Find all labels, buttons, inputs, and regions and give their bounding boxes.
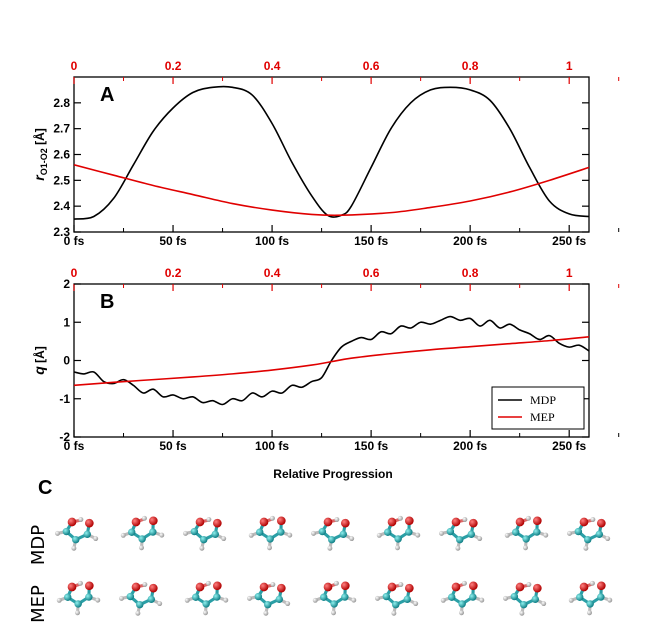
panel-c-letter: C [38,477,52,499]
y-tick-label: -1 [59,392,70,406]
bottom-tick-label: 200 fs [453,439,487,453]
mdp-structures-row [52,512,614,554]
top-tick-label: 0.6 [363,59,380,73]
top-tick-label: 0.6 [363,266,380,280]
mdp-line-panel-a [74,85,589,220]
top-tick-label: 1 [566,266,573,280]
y-tick-label: 2.6 [53,148,70,162]
mep-molecule [372,578,422,619]
mdp-molecule [564,513,614,554]
top-tick-label: 0.4 [264,59,281,73]
top-tick-label: 0.8 [462,59,479,73]
bottom-tick-label: 100 fs [255,234,289,248]
y-tick-label: -2 [59,430,70,444]
bottom-tick-label: 250 fs [552,439,586,453]
mdp-molecule [52,513,102,554]
bottom-tick-label: 150 fs [354,439,388,453]
top-tick-label: 1 [566,59,573,73]
mdp-line-panel-b [74,315,589,406]
bottom-tick-label: 150 fs [354,234,388,248]
y-tick-label: 2.8 [53,96,70,110]
mep-line-panel-b [74,335,589,387]
y-axis-label: rO1-O2 [Å] [31,128,49,180]
panel-b: 0 fs 50 fs 100 fs 150 fs 200 fs 250 fs 0 0.2 0.4… [31,266,620,453]
mdp-molecule [436,513,486,554]
mdp-molecule [373,512,423,554]
x-axis-label: Relative Progression [273,467,392,481]
bottom-tick-label: 200 fs [453,234,487,248]
mdp-molecule [308,513,358,554]
y-tick-label: 2.5 [53,173,70,187]
mdp-molecule [117,512,167,554]
mdp-molecule [501,512,551,554]
panel-letter: A [100,84,114,106]
y-tick-label: 1 [63,315,70,329]
mdp-molecule [245,512,295,554]
mep-row-label: MEP [28,585,49,623]
panel-letter: B [100,291,114,313]
mdp-row-label: MDP [28,525,49,565]
mep-molecule [565,577,615,619]
mep-molecule [309,577,359,619]
mep-structures-row [53,577,615,619]
mep-molecule [53,577,103,619]
plot-frame [73,76,590,233]
bottom-tick-label: 0 fs [64,234,85,248]
bottom-tick-label: 250 fs [552,234,586,248]
y-tick-label: 0 [63,354,70,368]
legend-box [491,386,585,430]
mep-molecule [181,577,231,619]
top-tick-label: 0.2 [165,59,182,73]
panel-a: 0 fs 50 fs 100 fs 150 fs 200 fs 250 fs 0 0.2 0.4… [31,59,620,248]
mep-molecule [500,578,550,619]
mep-line-panel-a [74,164,589,217]
bottom-tick-label: 0 fs [64,439,85,453]
legend-mep-label: MEP [530,410,555,424]
top-tick-label: 0.8 [462,266,479,280]
top-tick-label: 0 [71,266,78,280]
mep-molecule [116,578,166,619]
y-tick-label: 2.4 [53,199,70,213]
legend-mdp-label: MDP [530,393,556,407]
mep-molecule [244,578,294,619]
top-tick-label: 0 [71,59,78,73]
y-axis-label: q [Å] [31,346,47,375]
top-tick-label: 0.4 [264,266,281,280]
y-tick-label: 2.7 [53,122,70,136]
bottom-tick-label: 50 fs [159,439,187,453]
y-tick-label: 2.3 [53,225,70,239]
mdp-molecule [180,513,230,554]
mep-molecule [437,577,487,619]
top-tick-label: 0.2 [165,266,182,280]
bottom-tick-label: 50 fs [159,234,187,248]
bottom-tick-label: 100 fs [255,439,289,453]
y-tick-label: 2 [63,277,70,291]
